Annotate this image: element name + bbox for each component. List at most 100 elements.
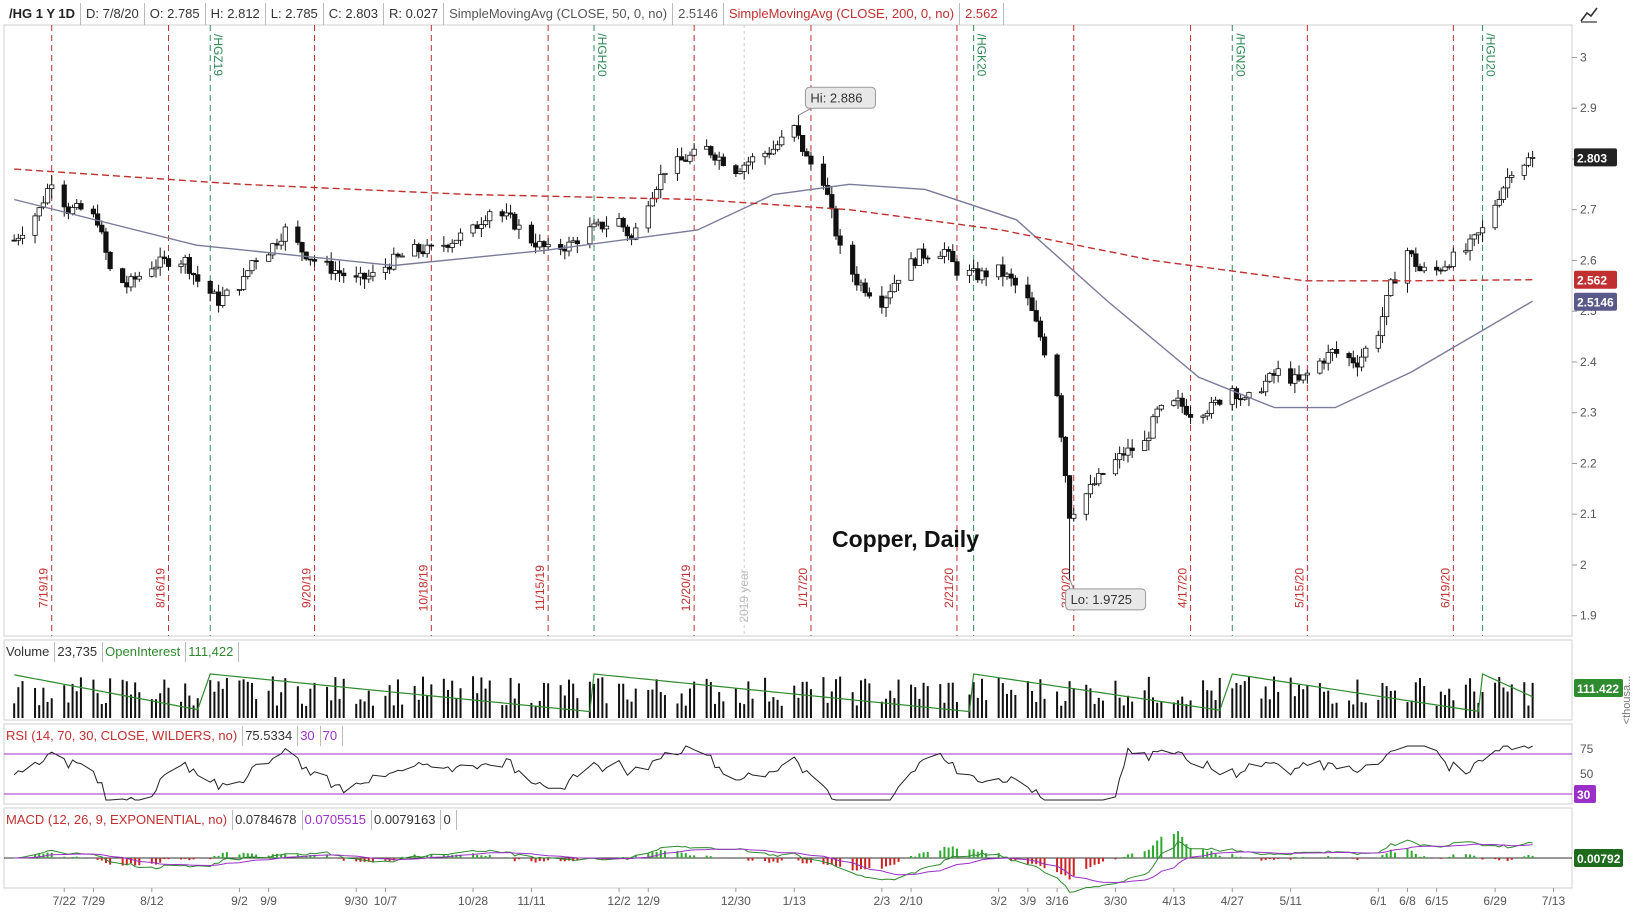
drawing-tool-icon[interactable] [1578, 4, 1600, 24]
rsi-low-level: 30 [298, 726, 321, 746]
candle-body [674, 156, 681, 174]
candle-body [1358, 356, 1365, 368]
candle-body [749, 156, 756, 163]
candle-body [236, 289, 243, 291]
rsi-header: RSI (14, 70, 30, CLOSE, WILDERS, no) 75.… [4, 726, 344, 746]
candle-body [332, 270, 338, 274]
oi-badge: 111.422 [1577, 682, 1619, 696]
candle-body [299, 242, 305, 253]
candle-body [887, 291, 893, 299]
x-tick-label: 7/13 [1542, 894, 1566, 908]
candle-body [15, 237, 21, 241]
candle-body [1271, 373, 1277, 376]
candle-body [270, 243, 276, 256]
candle-body [382, 266, 389, 273]
rsi-label[interactable]: RSI (14, 70, 30, CLOSE, WILDERS, no) [4, 726, 244, 746]
candle-body [311, 259, 318, 262]
candle-body [1033, 310, 1039, 322]
panel-frame-3 [3, 807, 1573, 889]
candle-body [507, 212, 514, 215]
candle-body [1008, 273, 1014, 279]
candle-body [120, 268, 126, 284]
macd-avg-line [14, 843, 1533, 884]
candle-body [1500, 187, 1507, 200]
candle-body [1175, 397, 1181, 402]
macd-avg-value: 0.0705515 [303, 810, 372, 830]
macd-line [14, 839, 1533, 893]
candle-body [1125, 447, 1131, 456]
candle-body [1492, 204, 1498, 229]
candle-body [541, 241, 547, 248]
candle-body [1154, 408, 1160, 418]
candle-body [165, 258, 172, 267]
sma50-line [14, 183, 1533, 409]
volume-label[interactable]: Volume [4, 642, 56, 662]
candle-body [1217, 399, 1223, 405]
candle-body [762, 152, 768, 158]
x-tick-label: 12/9 [637, 894, 661, 908]
candle-body [512, 213, 518, 230]
candle-body [537, 241, 543, 248]
candle-body [1092, 483, 1098, 486]
expiry-label: 7/19/19 [37, 568, 51, 608]
date-readout: D: 7/8/20 [81, 3, 145, 25]
candle-body [303, 251, 309, 260]
candle-body [1363, 347, 1369, 358]
candle-body [850, 244, 856, 275]
candle-body [395, 253, 401, 257]
candle-body [1504, 176, 1511, 189]
candle-body [44, 188, 51, 204]
candle-body [1409, 250, 1415, 255]
candle-body [1212, 399, 1219, 403]
candle-body [683, 159, 689, 162]
last-price-badge-bg [1574, 148, 1617, 167]
open-interest-label[interactable]: OpenInterest [103, 642, 187, 662]
candle-body [1438, 269, 1444, 272]
candle-body [679, 156, 685, 161]
volume-header: Volume 23,735 OpenInterest 111,422 [4, 642, 240, 662]
candle-body [862, 282, 868, 294]
x-tick-label: 9/30 [345, 894, 369, 908]
candle-body [645, 205, 651, 229]
candle-body [482, 220, 489, 225]
y-tick-label: 2.4 [1580, 355, 1597, 369]
candle-body [866, 292, 872, 297]
candle-body [449, 242, 455, 248]
close-readout: C: 2.803 [324, 3, 384, 25]
candle-body [266, 254, 272, 262]
expiry-label: 1/17/20 [796, 568, 810, 608]
candle-body [428, 244, 434, 247]
macd-label[interactable]: MACD (12, 26, 9, EXPONENTIAL, no) [4, 810, 234, 830]
symbol-label[interactable]: /HG 1 Y 1D [4, 3, 81, 25]
candle-body [1029, 297, 1035, 311]
candle-body [1117, 453, 1123, 461]
y-tick-label: 2 [1580, 558, 1587, 572]
expiry-label: 8/16/19 [154, 568, 168, 608]
candle-body [854, 273, 860, 286]
expiry-label: 4/17/20 [1176, 568, 1190, 608]
roll-label: /HGH20 [595, 33, 609, 77]
sma50-label[interactable]: SimpleMovingAvg (CLOSE, 50, 0, no) [444, 3, 674, 25]
candle-body [124, 282, 130, 288]
candle-body [387, 266, 393, 270]
candle-body [1000, 264, 1006, 277]
sma200-label[interactable]: SimpleMovingAvg (CLOSE, 200, 0, no) [724, 3, 961, 25]
candle-body [1083, 493, 1089, 515]
candle-body [224, 289, 230, 297]
candle-body [245, 270, 251, 277]
x-tick-label: 6/15 [1425, 894, 1449, 908]
candle-body [107, 251, 113, 270]
candle-body [599, 221, 605, 230]
candle-body [457, 232, 464, 241]
roll-label: /HGN20 [1233, 33, 1247, 77]
candle-body [499, 211, 505, 217]
macd-value: 0.0784678 [233, 810, 303, 830]
expiry-label: 10/18/19 [416, 564, 430, 611]
candle-body [182, 257, 188, 265]
range-readout: R: 0.027 [384, 3, 445, 25]
candle-body [61, 184, 67, 208]
candle-body [186, 257, 192, 274]
hi-bubble [804, 86, 876, 109]
candle-body [950, 250, 956, 263]
hi-label: Hi: 2.886 [810, 90, 862, 105]
